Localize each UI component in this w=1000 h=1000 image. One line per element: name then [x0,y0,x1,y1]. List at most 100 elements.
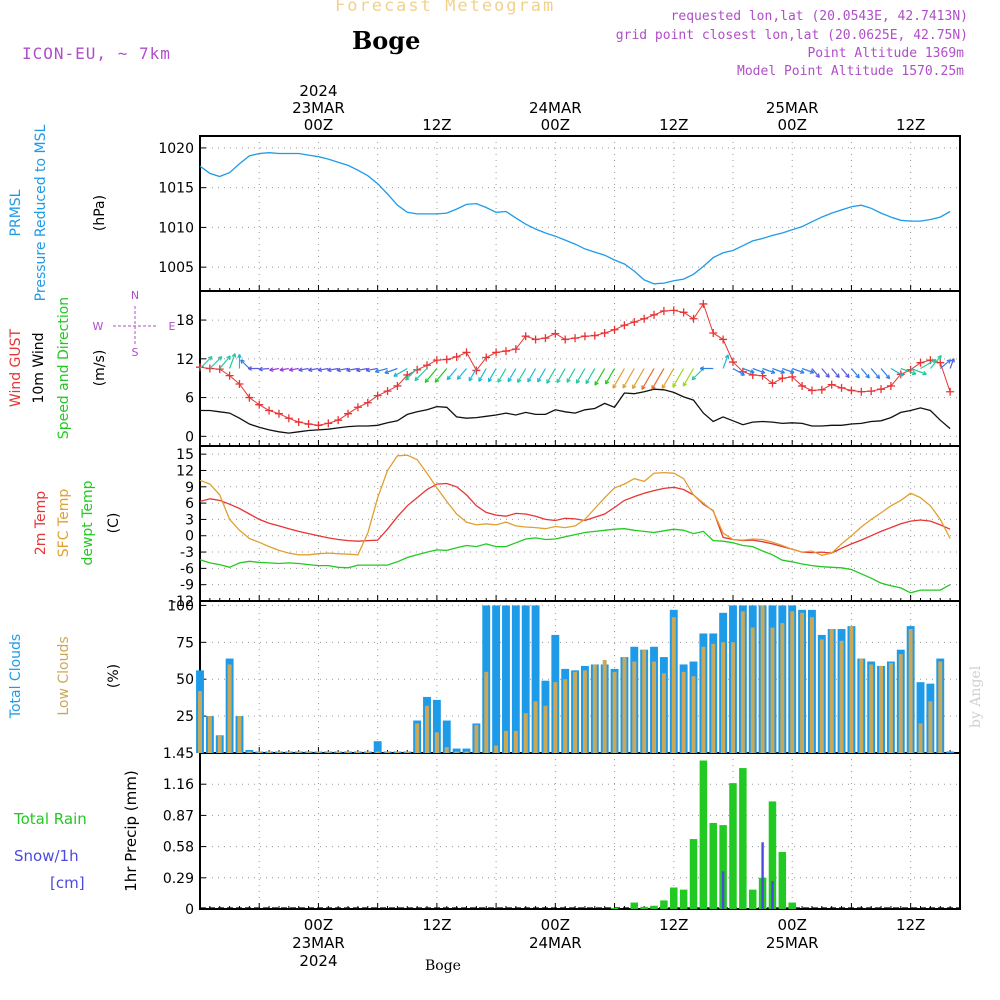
wind-direction-arrow [672,368,685,388]
low-clouds-bar [553,682,558,753]
time-label-bottom: 12Z [659,916,688,934]
low-clouds-bar [582,670,587,753]
rain-bar [778,851,787,909]
wind-direction-arrow [298,367,309,372]
wind-arrow-shaft [269,367,280,371]
wind-gust-point [778,374,787,383]
pressure-tick-label: 1015 [158,181,194,197]
wind-arrow-head [468,376,473,382]
wind-gust-point [640,314,649,323]
wind-direction-arrow [651,368,665,390]
wind-direction-arrow [782,367,795,374]
wind-arrow-head [356,367,361,373]
wind-gust-point [590,331,599,340]
low-clouds-label: Low Clouds [56,636,72,715]
wind-arrow-shaft [199,356,213,369]
point-altitude: Point Altitude 1369m [807,46,964,61]
time-label-top: 12Z [896,116,925,134]
rain-bar [739,768,747,909]
wind-arrow-head [317,367,323,373]
wind-direction-arrow [585,368,596,385]
wind-gust-point [324,419,333,428]
wind-gust-point [492,348,501,357]
wind-gust-point [255,400,264,409]
wind-arrow-shaft [641,368,655,390]
clouds-tick-label: 75 [176,635,194,651]
low-clouds-bar [849,626,854,753]
low-clouds-bar [691,676,696,753]
wind-arrow-head [911,370,917,376]
wind-arrow-shaft [782,367,795,374]
low-clouds-bar [592,664,597,753]
wind-gust-point [689,314,698,323]
total-clouds-bar [373,741,382,753]
low-clouds-bar [217,735,222,753]
time-label-bottom: 25MAR [766,934,819,952]
wind-arrow-head [885,374,891,380]
wind-direction-arrow [722,354,730,369]
wind-panel-frame [199,290,961,447]
low-clouds-bar [306,751,311,753]
low-clouds-bar [661,673,666,753]
clouds-tick-label: 25 [176,709,194,725]
wind-arrow-head [240,359,245,364]
wind-gust-point [916,358,925,367]
wind-arrow-head [258,366,263,372]
wind-direction-arrow [317,367,329,373]
wind-direction-arrow [556,368,566,384]
time-label-bottom: 2024 [299,952,337,970]
time-label-bottom: 00Z [304,916,333,934]
wind-arrow-head [446,375,452,381]
low-clouds-bar [346,751,351,753]
wind-arrow-shaft [880,368,891,380]
wind-arrow-head [365,367,371,373]
wind-direction-arrow [575,368,586,384]
time-label-bottom: 24MAR [529,934,582,952]
wind-direction-arrow [405,368,418,381]
wind-arrow-shaft [841,368,850,378]
wind-direction-arrow [308,367,319,373]
wind-direction-arrow [641,368,655,390]
wind-arrow-head [456,375,462,380]
wind-arrow-shaft [920,359,937,370]
rain-bar [660,900,668,909]
wind-arrow-shaft [605,368,616,385]
low-clouds-bar [632,661,637,753]
low-clouds-bar [898,654,903,753]
wind-direction-arrow [384,367,398,375]
wind-gust-point [699,299,708,308]
low-clouds-bar [760,605,765,753]
compass-letter: N [131,289,139,302]
low-clouds-bar [464,751,469,753]
wind-direction-arrow [752,367,766,374]
clouds-panel-frame [199,600,961,754]
wind-arrow-shaft [327,367,339,371]
wind-arrow-head [217,356,223,361]
wind-arrow-head [800,369,805,374]
precip-tick-label: 0.87 [163,808,194,824]
wind-arrow-shaft [434,368,448,383]
total-clouds-label: Total Clouds [8,634,24,719]
wind-direction-arrow [870,368,881,380]
model-point-altitude: Model Point Altitude 1570.25m [737,64,964,79]
wind-direction-arrow [507,368,517,383]
wind-direction-arrow [792,367,805,374]
low-clouds-bar [543,705,548,753]
low-clouds-bar [523,713,528,753]
wind-gust-point [482,353,491,362]
rain-bar [679,889,688,909]
low-clouds-bar [563,679,568,753]
wind-gust-point [669,306,678,315]
wind-arrow-shaft [424,368,438,383]
compass-letter: E [169,320,176,333]
wind-gust-point [630,318,639,326]
wind-arrow-head [487,377,493,383]
wind-arrow-shaft [566,368,576,383]
wind-arrow-shaft [672,368,685,388]
time-label-top: 23MAR [292,99,345,117]
wind-arrow-shaft [821,368,830,378]
wind-gust-point [284,414,293,423]
wind-direction-arrow [594,368,606,386]
temp-tick-label: 15 [176,447,194,463]
wind-arrow-head [875,374,881,380]
